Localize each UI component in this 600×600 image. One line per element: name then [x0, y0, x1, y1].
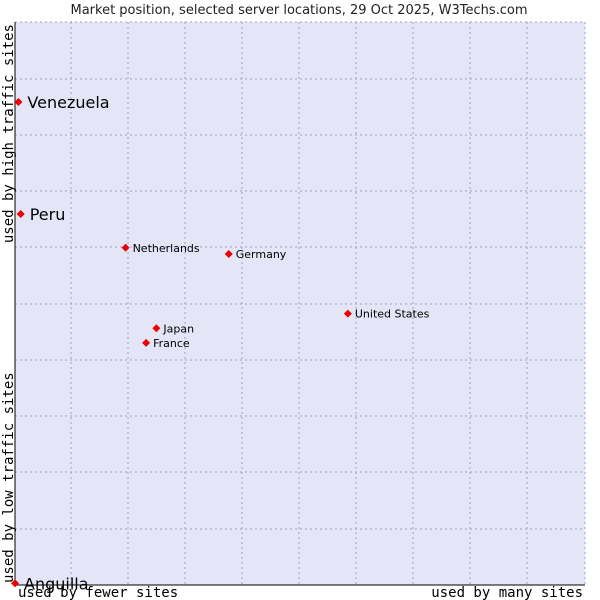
data-point-anguilla: [11, 579, 19, 588]
data-point-peru: [16, 209, 25, 218]
data-label-anguilla: Anguilla: [24, 574, 89, 593]
x-axis-label-right: used by many sites: [431, 585, 583, 600]
data-label-peru: Peru: [30, 205, 66, 224]
data-point-japan: [152, 324, 161, 333]
chart-title: Market position, selected server locatio…: [70, 3, 527, 18]
data-point-germany: [224, 249, 233, 258]
data-label-germany: Germany: [236, 248, 287, 261]
data-point-netherlands: [121, 243, 130, 252]
data-label-venezuela: Venezuela: [27, 93, 109, 112]
data-point-venezuela: [14, 97, 23, 106]
x-axis-label-left: used by fewer sites: [18, 585, 178, 600]
data-point-france: [142, 338, 151, 347]
y-axis-label-bottom: used by low traffic sites: [1, 372, 17, 583]
grid-lines: [15, 21, 586, 585]
data-label-united-states: United States: [355, 308, 430, 321]
data-label-netherlands: Netherlands: [133, 242, 200, 255]
data-points: Venezuela Peru Netherlands Germany United St…: [11, 93, 430, 593]
data-label-japan: Japan: [162, 322, 194, 335]
data-point-united-states: [343, 309, 352, 318]
data-label-france: France: [153, 337, 190, 350]
y-axis-label-top: used by high traffic sites: [1, 24, 17, 243]
